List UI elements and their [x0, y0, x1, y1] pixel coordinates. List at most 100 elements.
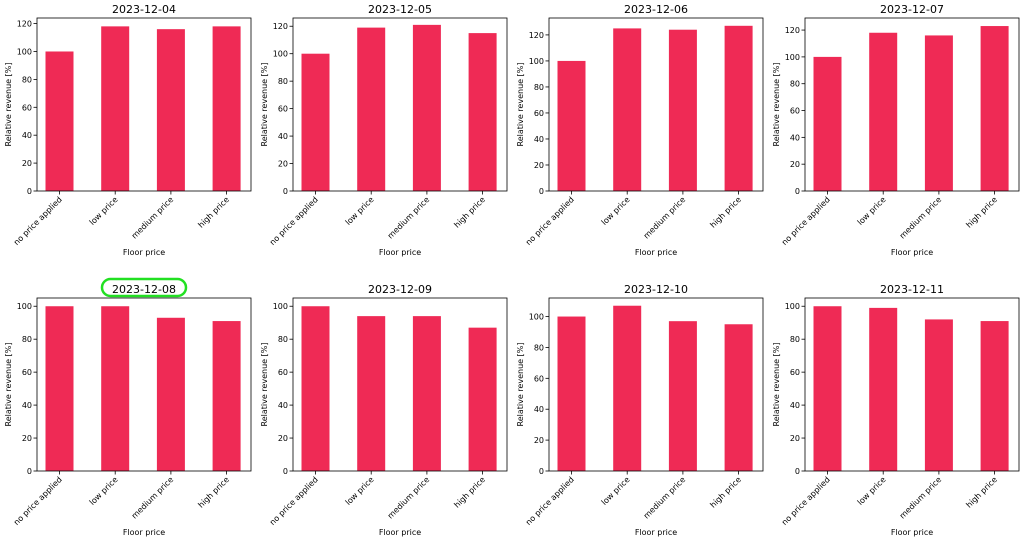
y-tick-label: 40 — [534, 135, 544, 144]
x-tick-label: high price — [196, 475, 231, 510]
y-tick-label: 100 — [273, 302, 288, 311]
y-tick-label: 0 — [539, 467, 544, 476]
y-axis-label: Relative revenue [%] — [4, 343, 13, 427]
y-tick-label: 20 — [22, 434, 32, 443]
bar-medium-price — [668, 29, 697, 191]
chart-title: 2023-12-09 — [368, 283, 432, 296]
y-tick-label: 80 — [790, 80, 800, 89]
y-tick-label: 20 — [278, 434, 288, 443]
y-tick-label: 40 — [790, 133, 800, 142]
y-tick-label: 40 — [22, 401, 32, 410]
x-tick-label: high price — [452, 475, 487, 510]
chart-title: 2023-12-08 — [112, 283, 176, 296]
y-tick-label: 60 — [278, 105, 288, 114]
bar-no-price-applied — [301, 53, 330, 192]
y-tick-label: 100 — [529, 313, 544, 322]
axes-frame — [548, 17, 764, 192]
y-axis-label: Relative revenue [%] — [772, 343, 781, 427]
x-tick-label: medium price — [386, 195, 432, 241]
chart-panel-2023-12-06: 0 20 40 60 80 100 120 no price applied low price… — [516, 3, 764, 257]
y-tick-label: 100 — [273, 50, 288, 59]
y-tick-label: 0 — [283, 467, 288, 476]
bar-high-price — [980, 321, 1009, 471]
x-tick-label: low price — [344, 475, 376, 507]
x-tick-label: low price — [344, 195, 376, 227]
y-tick-label: 40 — [790, 401, 800, 410]
y-tick-label: 60 — [278, 368, 288, 377]
bar-low-price — [613, 305, 642, 471]
x-tick-label: low price — [88, 475, 120, 507]
axes-frame — [292, 297, 508, 472]
chart-panel-2023-12-09: 0 20 40 60 80 100 no price applied low price med… — [260, 283, 508, 537]
x-tick-label: high price — [708, 195, 743, 230]
bar-low-price — [869, 307, 898, 471]
y-tick-label: 60 — [790, 107, 800, 116]
x-tick-label: no price applied — [12, 195, 64, 247]
chart-title: 2023-12-07 — [880, 3, 944, 16]
y-tick-label: 0 — [795, 187, 800, 196]
y-tick-label: 80 — [534, 343, 544, 352]
y-tick-label: 0 — [27, 187, 32, 196]
chart-panel-2023-12-05: 0 20 40 60 80 100 120 no price applied low price… — [260, 3, 508, 257]
bar-medium-price — [924, 35, 953, 191]
x-tick-label: low price — [88, 195, 120, 227]
y-tick-label: 20 — [790, 434, 800, 443]
y-tick-label: 0 — [283, 187, 288, 196]
x-tick-label: no price applied — [524, 195, 576, 247]
bar-high-price — [468, 327, 497, 471]
y-tick-label: 100 — [785, 53, 800, 62]
chart-panel-2023-12-08: 0 20 40 60 80 100 no price applied low price med… — [4, 277, 252, 537]
x-tick-label: medium price — [130, 195, 176, 241]
bar-medium-price — [412, 24, 441, 191]
x-axis-label: Floor price — [123, 248, 165, 257]
bar-high-price — [212, 321, 241, 471]
axes-frame — [36, 17, 252, 192]
bar-no-price-applied — [557, 60, 586, 192]
y-axis-label: Relative revenue [%] — [772, 63, 781, 147]
chart-title: 2023-12-11 — [880, 283, 944, 296]
x-tick-label: no price applied — [268, 475, 320, 527]
x-axis-label: Floor price — [635, 248, 677, 257]
y-tick-label: 100 — [17, 47, 32, 56]
chart-panel-2023-12-10: 0 20 40 60 80 100 no price applied low price med… — [516, 283, 764, 537]
chart-panel-2023-12-04: 0 20 40 60 80 100 120 no price applied low price… — [4, 3, 252, 257]
y-tick-label: 40 — [22, 131, 32, 140]
chart-title: 2023-12-05 — [368, 3, 432, 16]
y-tick-label: 80 — [278, 77, 288, 86]
axes-frame — [36, 297, 252, 472]
x-tick-label: low price — [856, 475, 888, 507]
y-tick-label: 40 — [278, 401, 288, 410]
bar-high-price — [980, 26, 1009, 192]
y-tick-label: 0 — [795, 467, 800, 476]
x-tick-label: no price applied — [268, 195, 320, 247]
y-tick-label: 80 — [22, 335, 32, 344]
x-tick-label: high price — [964, 195, 999, 230]
x-tick-label: medium price — [898, 195, 944, 241]
y-axis-label: Relative revenue [%] — [516, 63, 525, 147]
y-tick-label: 120 — [273, 22, 288, 31]
y-axis-label: Relative revenue [%] — [260, 63, 269, 147]
bar-medium-price — [412, 316, 441, 471]
y-tick-label: 120 — [529, 31, 544, 40]
axes-frame — [292, 17, 508, 192]
y-tick-label: 80 — [22, 75, 32, 84]
bar-medium-price — [924, 319, 953, 471]
x-tick-label: medium price — [642, 195, 688, 241]
chart-title: 2023-12-10 — [624, 283, 688, 296]
axes-frame — [548, 297, 764, 472]
y-tick-label: 120 — [785, 26, 800, 35]
x-tick-label: low price — [600, 475, 632, 507]
x-axis-label: Floor price — [891, 248, 933, 257]
chart-panel-2023-12-07: 0 20 40 60 80 100 120 no price applied low price… — [772, 3, 1020, 257]
x-axis-label: Floor price — [379, 528, 421, 537]
y-tick-label: 0 — [539, 187, 544, 196]
y-axis-label: Relative revenue [%] — [4, 63, 13, 147]
x-axis-label: Floor price — [123, 528, 165, 537]
x-tick-label: no price applied — [780, 475, 832, 527]
x-axis-label: Floor price — [635, 528, 677, 537]
y-tick-label: 40 — [278, 132, 288, 141]
bar-high-price — [212, 26, 241, 191]
y-tick-label: 20 — [22, 159, 32, 168]
x-tick-label: high price — [708, 475, 743, 510]
bar-high-price — [724, 25, 753, 192]
